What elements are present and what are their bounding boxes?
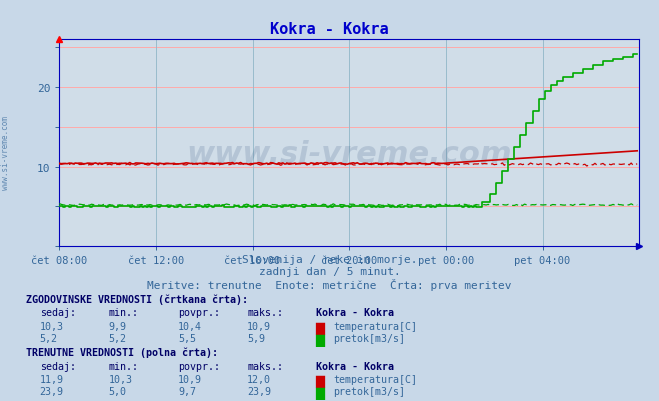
Text: 10,9: 10,9	[178, 374, 202, 384]
Text: pretok[m3/s]: pretok[m3/s]	[333, 386, 405, 396]
Text: 5,2: 5,2	[109, 333, 127, 343]
Text: sedaj:: sedaj:	[40, 361, 76, 371]
Text: Kokra - Kokra: Kokra - Kokra	[316, 361, 394, 371]
Text: temperatura[C]: temperatura[C]	[333, 374, 417, 384]
Text: Meritve: trenutne  Enote: metrične  Črta: prva meritev: Meritve: trenutne Enote: metrične Črta: …	[147, 279, 512, 291]
Text: 10,9: 10,9	[247, 321, 271, 331]
Text: povpr.:: povpr.:	[178, 361, 220, 371]
Text: zadnji dan / 5 minut.: zadnji dan / 5 minut.	[258, 267, 401, 277]
Text: sedaj:: sedaj:	[40, 308, 76, 318]
Text: pretok[m3/s]: pretok[m3/s]	[333, 333, 405, 343]
Text: █: █	[315, 374, 324, 387]
Text: 5,2: 5,2	[40, 333, 57, 343]
Text: min.:: min.:	[109, 361, 139, 371]
Text: www.si-vreme.com: www.si-vreme.com	[1, 115, 10, 189]
Text: 5,9: 5,9	[247, 333, 265, 343]
Text: temperatura[C]: temperatura[C]	[333, 321, 417, 331]
Text: maks.:: maks.:	[247, 308, 283, 318]
Text: www.si-vreme.com: www.si-vreme.com	[186, 139, 512, 168]
Text: 9,9: 9,9	[109, 321, 127, 331]
Text: 10,3: 10,3	[109, 374, 132, 384]
Text: Kokra - Kokra: Kokra - Kokra	[270, 22, 389, 37]
Text: 23,9: 23,9	[247, 386, 271, 396]
Text: ZGODOVINSKE VREDNOSTI (črtkana črta):: ZGODOVINSKE VREDNOSTI (črtkana črta):	[26, 294, 248, 304]
Text: 23,9: 23,9	[40, 386, 63, 396]
Text: maks.:: maks.:	[247, 361, 283, 371]
Text: min.:: min.:	[109, 308, 139, 318]
Text: TRENUTNE VREDNOSTI (polna črta):: TRENUTNE VREDNOSTI (polna črta):	[26, 347, 218, 357]
Text: 10,4: 10,4	[178, 321, 202, 331]
Text: 5,5: 5,5	[178, 333, 196, 343]
Text: 11,9: 11,9	[40, 374, 63, 384]
Text: 12,0: 12,0	[247, 374, 271, 384]
Text: █: █	[315, 333, 324, 346]
Text: █: █	[315, 386, 324, 399]
Text: █: █	[315, 321, 324, 334]
Text: Slovenija / reke in morje.: Slovenija / reke in morje.	[242, 255, 417, 265]
Text: 9,7: 9,7	[178, 386, 196, 396]
Text: 10,3: 10,3	[40, 321, 63, 331]
Text: Kokra - Kokra: Kokra - Kokra	[316, 308, 394, 318]
Text: povpr.:: povpr.:	[178, 308, 220, 318]
Text: 5,0: 5,0	[109, 386, 127, 396]
